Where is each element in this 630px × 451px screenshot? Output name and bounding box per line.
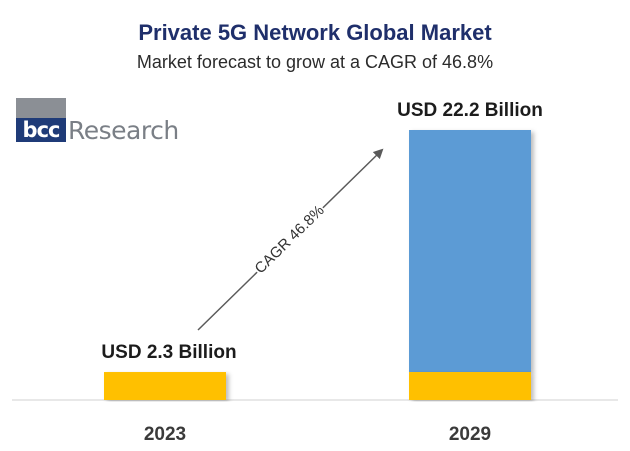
category-label-2029: 2029 [449, 424, 491, 445]
logo-mark: bcc [16, 118, 66, 142]
category-label-2023: 2023 [144, 424, 186, 445]
cagr-annotation: CAGR 46.8% [252, 202, 328, 277]
bar-2029-base-segment [409, 372, 531, 400]
data-label-2023: USD 2.3 Billion [101, 342, 236, 363]
bar-2023-base-segment [104, 372, 226, 400]
chart-subtitle: Market forecast to grow at a CAGR of 46.… [136, 52, 494, 72]
labels-group: USD 2.3 Billion 2023 USD 22.2 Billion 2029 [101, 100, 542, 445]
logo-word: Research [68, 116, 179, 145]
cagr-label-background [249, 199, 331, 281]
logo-gray-block [16, 98, 66, 118]
data-label-2029: USD 22.2 Billion [397, 100, 543, 121]
bcc-research-logo: bcc Research [16, 98, 179, 148]
bar-2029-growth-segment [409, 130, 531, 373]
chart-title: Private 5G Network Global Market [138, 20, 492, 45]
bars-group [104, 130, 531, 400]
